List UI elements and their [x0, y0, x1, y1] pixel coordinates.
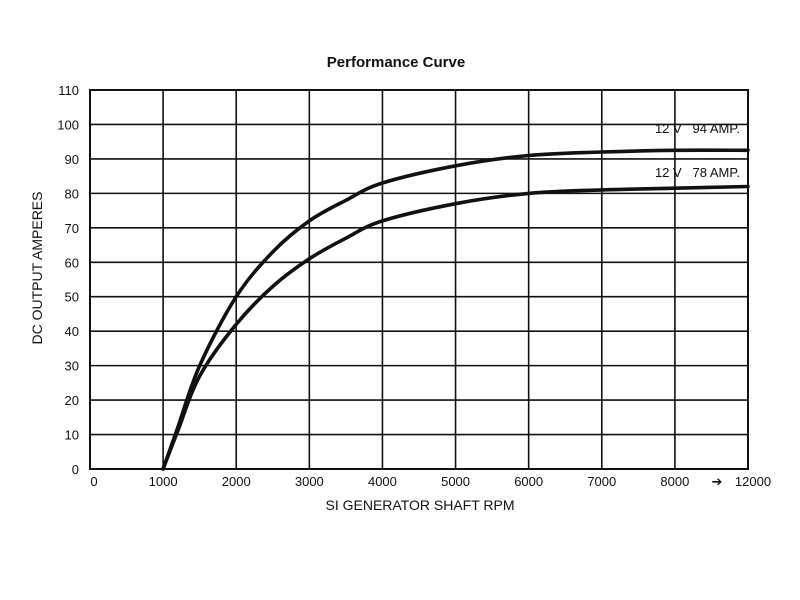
y-axis-ticks: 0 10 20 30 40 50 60 70 80 90 100 110 [57, 83, 79, 477]
y-tick-label-90: 90 [65, 152, 79, 167]
x-tick-label-3000: 3000 [295, 474, 324, 489]
series-line-1 [161, 148, 750, 471]
y-tick-label-70: 70 [65, 221, 79, 236]
series-label-2: 12 V 78 AMP. [655, 165, 740, 180]
series-label-1: 12 V 94 AMP. [655, 121, 740, 136]
x-axis-ticks: 0 1000 2000 3000 4000 5000 6000 7000 8000 [90, 474, 689, 489]
y-tick-label-30: 30 [65, 359, 79, 374]
x-axis-end-label: 12000 [735, 474, 771, 489]
y-tick-label-100: 100 [57, 117, 79, 132]
x-axis-end-arrow: ➔ [712, 474, 723, 489]
y-tick-label-0: 0 [72, 462, 79, 477]
x-tick-label-6000: 6000 [514, 474, 543, 489]
x-tick-label-8000: 8000 [660, 474, 689, 489]
x-tick-label-7000: 7000 [587, 474, 616, 489]
series-line-2 [161, 184, 750, 471]
chart-series: 12 V 94 AMP. 12 V 78 AMP. [161, 121, 750, 471]
y-tick-label-80: 80 [65, 186, 79, 201]
y-tick-label-50: 50 [65, 290, 79, 305]
y-tick-label-60: 60 [65, 255, 79, 270]
x-tick-label-5000: 5000 [441, 474, 470, 489]
x-tick-label-2000: 2000 [222, 474, 251, 489]
y-axis-title: DC OUTPUT AMPERES [29, 192, 45, 345]
y-tick-label-10: 10 [65, 428, 79, 443]
y-tick-label-20: 20 [65, 393, 79, 408]
chart-grid [89, 89, 749, 470]
x-tick-label-1000: 1000 [149, 474, 178, 489]
plot-frame [89, 89, 749, 470]
x-tick-label-4000: 4000 [368, 474, 397, 489]
y-tick-label-40: 40 [65, 324, 79, 339]
y-tick-label-110: 110 [58, 83, 79, 98]
x-tick-label-0: 0 [90, 474, 97, 489]
x-axis-title: SI GENERATOR SHAFT RPM [325, 497, 514, 513]
chart-title: Performance Curve [327, 54, 465, 71]
